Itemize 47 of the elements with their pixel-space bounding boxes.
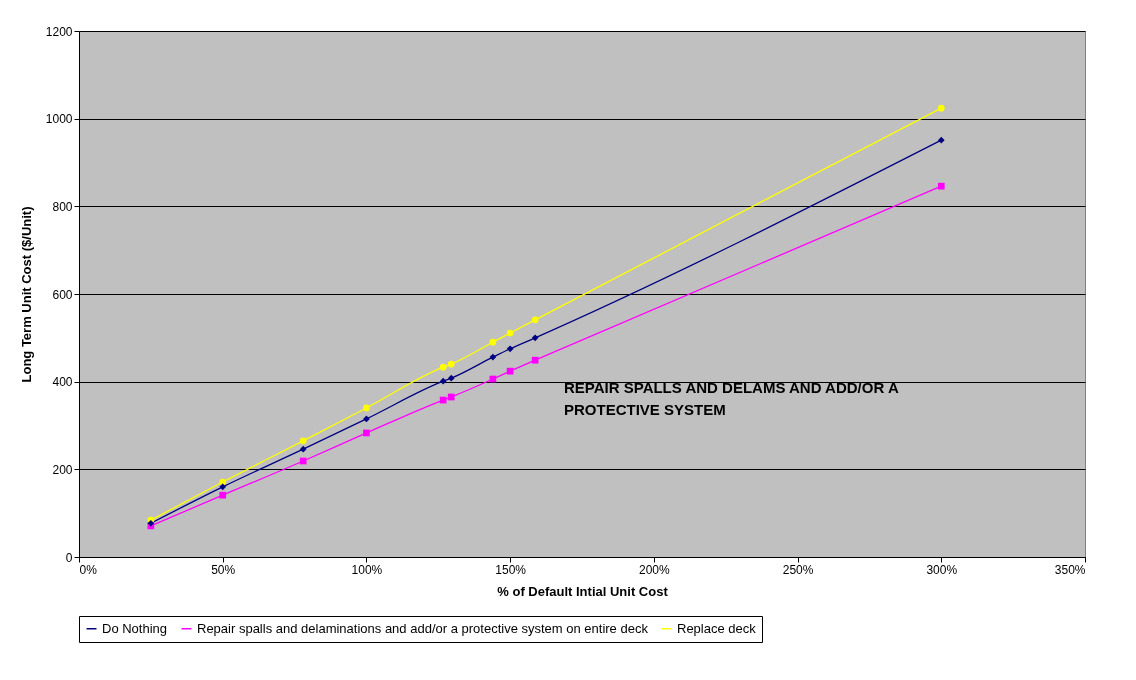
point bbox=[937, 136, 945, 144]
y-tick-label: 400 bbox=[52, 375, 73, 390]
y-tick-label: 1200 bbox=[45, 24, 73, 39]
point bbox=[447, 360, 455, 368]
point bbox=[219, 478, 227, 486]
legend-label: Replace deck bbox=[677, 620, 757, 636]
x-tick-label: 250% bbox=[782, 562, 814, 577]
y-tick-label: 600 bbox=[52, 287, 73, 302]
y-tick-label: 800 bbox=[52, 199, 73, 214]
point bbox=[299, 445, 307, 453]
point bbox=[506, 345, 514, 353]
point bbox=[299, 437, 307, 445]
x-axis-title: % of Default Intial Unit Cost bbox=[497, 583, 669, 599]
x-tick-label: 0% bbox=[79, 562, 98, 577]
x-tick-label: 350% bbox=[1054, 562, 1086, 577]
point bbox=[439, 377, 447, 385]
point bbox=[219, 483, 227, 491]
point bbox=[363, 415, 370, 423]
x-tick-label: 150% bbox=[495, 562, 527, 577]
point bbox=[531, 316, 539, 324]
point bbox=[439, 363, 447, 371]
point bbox=[531, 356, 539, 364]
point bbox=[506, 367, 514, 375]
point bbox=[489, 353, 497, 361]
point bbox=[299, 457, 307, 465]
point bbox=[447, 393, 455, 401]
point bbox=[439, 396, 447, 404]
point bbox=[447, 374, 455, 382]
point bbox=[937, 104, 945, 112]
point bbox=[363, 404, 370, 412]
legend-label: Repair spalls and delaminations and add/or a protective system on entire deck bbox=[197, 620, 649, 636]
point bbox=[531, 334, 539, 342]
point bbox=[506, 329, 514, 337]
y-tick-label: 200 bbox=[52, 462, 73, 477]
y-axis-title: Long Term Unit Cost ($/Unit) bbox=[18, 206, 34, 383]
x-tick-label: 100% bbox=[351, 562, 383, 577]
legend-label: Do Nothing bbox=[102, 620, 168, 636]
point bbox=[489, 338, 497, 346]
point bbox=[363, 429, 370, 437]
x-tick-label: 200% bbox=[639, 562, 671, 577]
x-tick-label: 300% bbox=[926, 562, 958, 577]
point bbox=[219, 491, 227, 499]
y-tick-label: 1000 bbox=[45, 112, 73, 127]
y-tick-label: 0 bbox=[65, 550, 73, 565]
x-tick-label: 50% bbox=[211, 562, 236, 577]
annotation: REPAIR SPALLS AND DELAMS AND ADD/OR A PROTECTIVE SYSTEM bbox=[564, 379, 899, 418]
point bbox=[937, 182, 945, 190]
